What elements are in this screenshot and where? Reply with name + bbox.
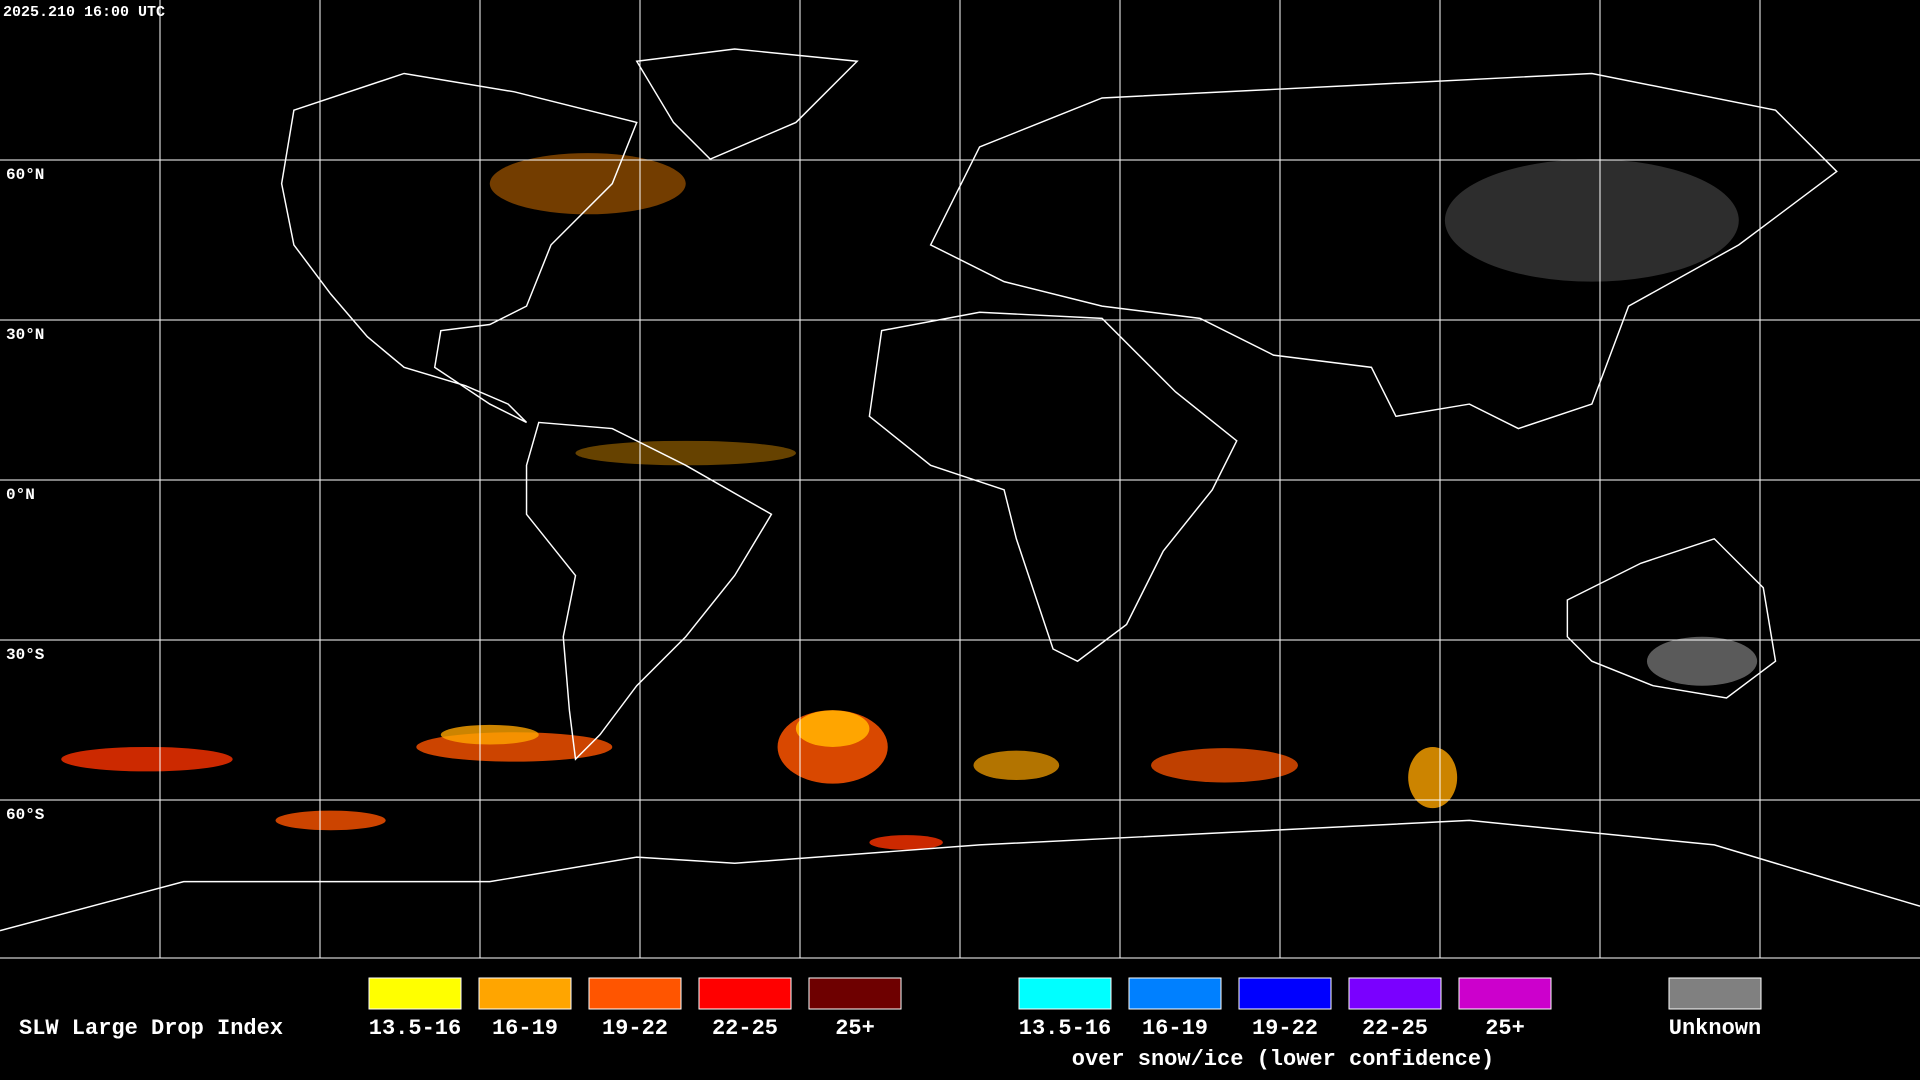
legend-swatch [1128,977,1222,1010]
lat-label: 30°N [6,326,44,344]
coastlines [0,48,1920,932]
patch [1151,748,1298,783]
legend-label: 22-25 [712,1016,778,1041]
legend-label: 16-19 [492,1016,558,1041]
legend-swatch [1018,977,1112,1010]
graticule: 60°N 30°N 0°N 30°S 60°S [0,0,1920,958]
legend-label: 22-25 [1362,1016,1428,1041]
legend: SLW Large Drop Index 13.5-16 16-19 19-22 22-… [19,977,1762,1072]
legend-label: 13.5-16 [369,1016,461,1041]
lat-label: 60°S [6,806,45,824]
lat-label: 60°N [6,166,44,184]
lat-label: 0°N [6,486,35,504]
legend-label: 25+ [1485,1016,1525,1041]
patch [795,710,870,747]
legend-label: 25+ [835,1016,875,1041]
legend-swatch [1348,977,1442,1010]
coastline [868,311,1238,663]
patch [1444,159,1739,282]
patch [1408,746,1458,809]
coastline [0,819,1920,932]
legend-label: 13.5-16 [1019,1016,1111,1041]
legend-swatch [808,977,902,1010]
patch [575,440,796,466]
patch [973,750,1060,781]
coastline [280,72,638,424]
legend-label: Unknown [1669,1016,1761,1041]
patch [440,724,539,745]
legend-swatch [1668,977,1762,1010]
legend-caption: over snow/ice (lower confidence) [1072,1047,1494,1072]
legend-title: SLW Large Drop Index [19,1016,283,1041]
legend-label: 16-19 [1142,1016,1208,1041]
coastline [1566,537,1777,699]
legend-swatch [478,977,572,1010]
patch [489,153,686,215]
patch [869,835,943,850]
patch [61,746,233,772]
legend-label: 19-22 [1252,1016,1318,1041]
legend-swatch [1458,977,1552,1010]
patch [275,810,386,831]
legend-swatch [588,977,682,1010]
legend-swatch [1238,977,1332,1010]
legend-swatch [368,977,462,1010]
coastline [635,48,859,161]
coastline [525,421,773,761]
coastline [929,72,1838,430]
data-patches [61,153,1758,850]
timestamp: 2025.210 16:00 UTC [3,4,165,21]
lat-label: 30°S [6,646,45,664]
legend-swatch [698,977,792,1010]
legend-label: 19-22 [602,1016,668,1041]
patch [1646,636,1758,686]
